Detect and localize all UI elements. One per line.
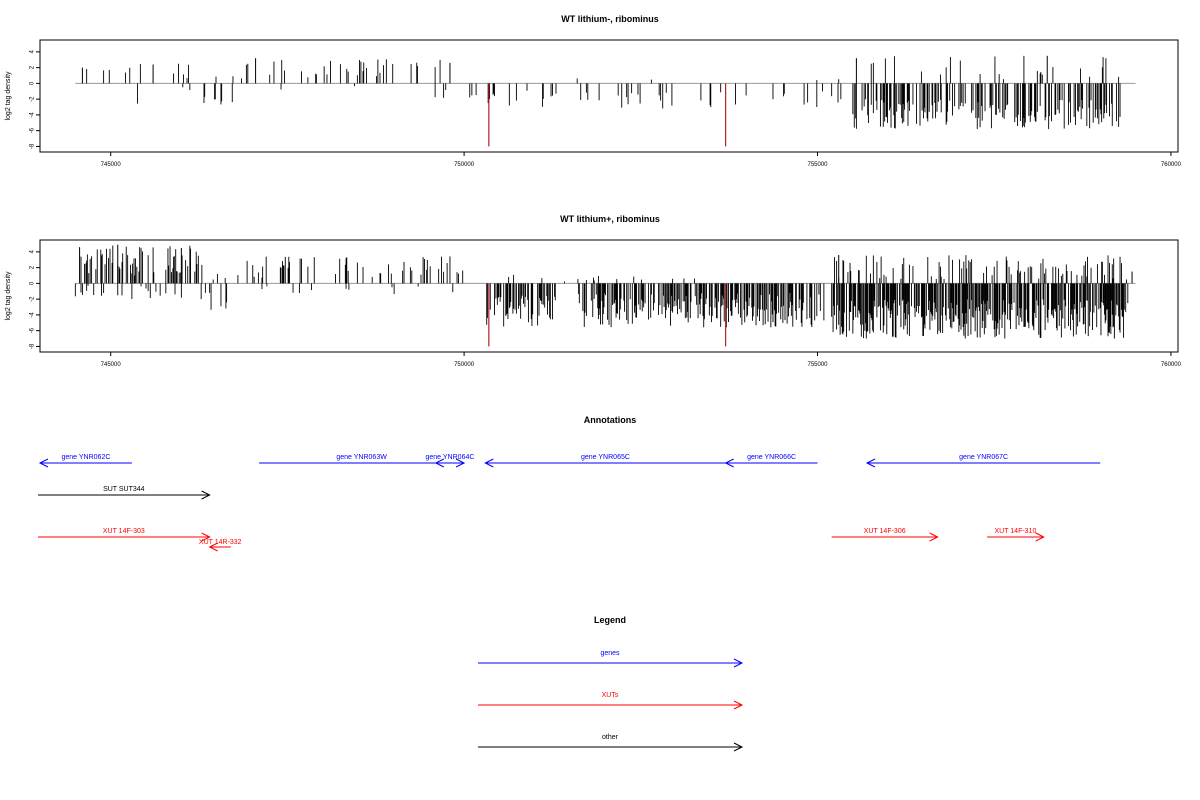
annotation-feature: XUT 14F-310	[987, 528, 1045, 542]
feature-arrow-head	[208, 542, 218, 552]
legend-title: Legend	[594, 615, 626, 625]
panel-lithium-plus: WT lithium+, ribominus log2 tag density …	[5, 214, 1182, 368]
panel-lithium-minus: WT lithium-, ribominus log2 tag density …	[5, 14, 1182, 168]
annotation-features: gene YNR062C gene YNR063W gene YNR064C gene…	[38, 454, 1101, 552]
y-tick-label: 4	[30, 50, 36, 54]
y-tick-label: 0	[30, 281, 36, 285]
feature-arrow-head	[201, 490, 211, 500]
signal-bars	[74, 244, 1136, 347]
feature-arrow-head	[724, 458, 734, 468]
legend-label: other	[602, 734, 619, 741]
y-tick-label: 4	[30, 250, 36, 254]
annotation-feature: gene YNR064C	[426, 454, 475, 468]
legend-items: genes XUTs other	[478, 650, 744, 752]
feature-label: XUT 14F-310	[994, 528, 1036, 535]
annotation-feature: XUT 14R-332	[199, 539, 242, 552]
feature-label: XUT 14R-332	[199, 539, 242, 546]
axes: 4 2 0 -2 -4 -6 -8 745000 750000 755000 760000	[30, 50, 1182, 168]
y-tick-label: -8	[30, 143, 36, 149]
feature-arrow-head	[434, 458, 445, 468]
x-tick-label: 745000	[101, 362, 122, 368]
annotation-feature: gene YNR066C	[724, 454, 818, 468]
legend-arrow-head	[733, 700, 744, 710]
y-axis-title: log2 tag density	[5, 71, 12, 121]
annotation-feature: gene YNR065C	[484, 454, 726, 468]
y-tick-label: -4	[30, 112, 36, 118]
y-tick-label: 2	[30, 265, 36, 269]
x-tick-label: 755000	[807, 362, 828, 368]
legend-arrow-head	[733, 742, 744, 752]
y-tick-label: 2	[30, 65, 36, 69]
panel-title: WT lithium+, ribominus	[560, 214, 660, 224]
panel-title: WT lithium-, ribominus	[561, 14, 659, 24]
x-tick-label: 760000	[1161, 162, 1182, 168]
annotation-feature: XUT 14F-306	[831, 528, 939, 542]
legend-label: genes	[600, 650, 620, 657]
legend-panel: Legend genes XUTs other	[478, 615, 744, 752]
feature-label: gene YNR062C	[61, 454, 110, 461]
feature-arrow-head	[484, 458, 494, 468]
y-tick-label: -2	[30, 96, 36, 102]
annotation-feature: gene YNR067C	[865, 454, 1101, 468]
y-axis-title: log2 tag density	[5, 271, 12, 321]
feature-label: XUT 14F-306	[864, 528, 906, 535]
annotations-title: Annotations	[584, 415, 637, 425]
feature-label: gene YNR064C	[426, 454, 475, 461]
y-tick-label: -8	[30, 343, 36, 349]
legend-item: genes	[478, 650, 744, 668]
axes: 4 2 0 -2 -4 -6 -8 745000 750000 755000 760000	[30, 250, 1182, 368]
y-tick-label: -4	[30, 312, 36, 318]
signal-bars	[75, 55, 1136, 147]
y-tick-label: -6	[30, 327, 36, 333]
annotations-panel: Annotations gene YNR062C gene YNR063W gene…	[38, 415, 1101, 552]
x-tick-label: 745000	[101, 162, 122, 168]
feature-arrow-head	[38, 458, 49, 468]
y-tick-label: 0	[30, 81, 36, 85]
feature-label: gene YNR063W	[336, 454, 387, 461]
feature-arrow-head	[1035, 532, 1045, 542]
feature-arrow-head	[201, 532, 211, 542]
feature-label: SUT SUT344	[103, 486, 145, 493]
feature-arrow-head	[929, 532, 939, 542]
annotation-feature: XUT 14F-303	[38, 528, 211, 542]
x-tick-label: 760000	[1161, 362, 1182, 368]
legend-item: other	[478, 734, 744, 752]
x-tick-label: 755000	[807, 162, 828, 168]
legend-item: XUTs	[478, 692, 744, 710]
legend-arrow-head	[733, 658, 744, 668]
x-tick-label: 750000	[454, 362, 475, 368]
legend-label: XUTs	[602, 692, 619, 699]
x-tick-label: 750000	[454, 162, 475, 168]
plot-frame	[39, 39, 1179, 153]
y-tick-label: -6	[30, 127, 36, 133]
y-tick-label: -2	[30, 296, 36, 302]
annotation-feature: gene YNR062C	[38, 454, 132, 468]
feature-label: XUT 14F-303	[103, 528, 145, 535]
feature-label: gene YNR067C	[959, 454, 1008, 461]
feature-label: gene YNR065C	[581, 454, 630, 461]
plot-frame	[39, 239, 1179, 353]
annotation-feature: SUT SUT344	[38, 486, 211, 500]
feature-label: gene YNR066C	[747, 454, 796, 461]
feature-arrow-head	[865, 458, 876, 468]
